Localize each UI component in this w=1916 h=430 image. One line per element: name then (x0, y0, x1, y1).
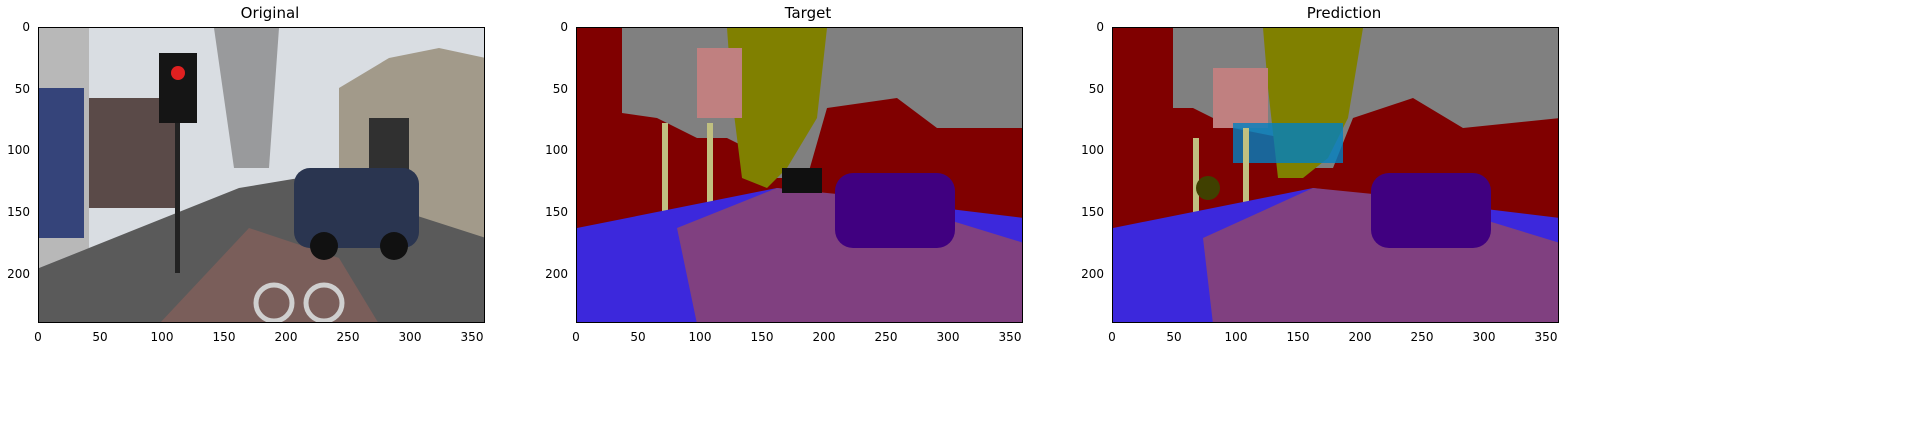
x-tick-label: 250 (874, 330, 898, 344)
y-tick-label: 200 (1081, 267, 1104, 281)
x-tick-label: 0 (572, 330, 580, 344)
x-tick-label: 100 (150, 330, 174, 344)
x-tick-label: 350 (460, 330, 484, 344)
panel-title: Target (784, 4, 832, 22)
y-tick-label: 150 (7, 205, 30, 219)
y-tick-label: 0 (560, 20, 568, 34)
x-tick-label: 300 (1472, 330, 1496, 344)
x-tick-label: 200 (812, 330, 836, 344)
y-tick-label: 50 (14, 82, 30, 96)
prediction-mask (1112, 27, 1559, 323)
x-tick-label: 300 (936, 330, 960, 344)
original-image (38, 27, 485, 323)
x-tick-label: 250 (336, 330, 360, 344)
x-tick-label: 250 (1410, 330, 1434, 344)
x-tick-label: 50 (1166, 330, 1182, 344)
x-tick-label: 350 (998, 330, 1022, 344)
y-tick-label: 100 (7, 143, 30, 157)
x-tick-label: 200 (274, 330, 298, 344)
y-tick-label: 100 (1081, 143, 1104, 157)
y-tick-label: 150 (545, 205, 568, 219)
y-tick-label: 50 (552, 82, 568, 96)
x-tick-label: 150 (750, 330, 774, 344)
x-tick-label: 150 (212, 330, 236, 344)
x-tick-label: 50 (92, 330, 108, 344)
y-tick-label: 0 (22, 20, 30, 34)
x-tick-label: 150 (1286, 330, 1310, 344)
x-tick-label: 100 (1224, 330, 1248, 344)
y-tick-label: 0 (1096, 20, 1104, 34)
x-tick-label: 300 (398, 330, 422, 344)
y-tick-label: 50 (1088, 82, 1104, 96)
x-tick-label: 0 (1108, 330, 1116, 344)
panel-target: Target 0 50 100 150 200 0 50 100 150 200… (538, 0, 1078, 430)
target-mask (576, 27, 1023, 323)
panel-original: Original 0 5 (0, 0, 540, 430)
y-tick-label: 150 (1081, 205, 1104, 219)
x-tick-label: 200 (1348, 330, 1372, 344)
y-tick-label: 100 (545, 143, 568, 157)
panel-prediction: Prediction 0 50 100 150 200 0 50 100 150… (1074, 0, 1614, 430)
x-tick-label: 350 (1534, 330, 1558, 344)
y-tick-label: 200 (545, 267, 568, 281)
y-tick-label: 200 (7, 267, 30, 281)
x-tick-label: 0 (34, 330, 42, 344)
panel-title: Prediction (1306, 4, 1382, 22)
x-tick-label: 50 (630, 330, 646, 344)
x-tick-label: 100 (688, 330, 712, 344)
panel-title: Original (240, 4, 300, 22)
